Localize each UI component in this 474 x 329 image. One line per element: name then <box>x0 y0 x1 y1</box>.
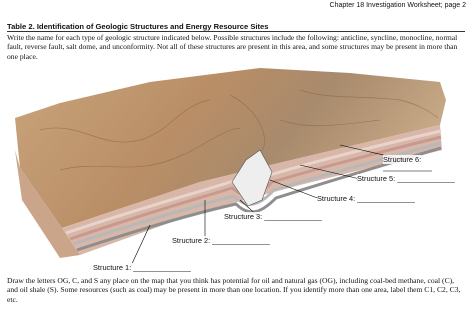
instructions: Write the name for each type of geologic… <box>7 33 458 61</box>
structure-label: Structure 4: ______________ <box>317 194 415 203</box>
structure-label: Structure 6: <box>383 155 422 164</box>
left-end <box>15 150 80 258</box>
footer-instructions: Draw the letters OG, C, and S any place … <box>7 276 461 304</box>
structure-label: Structure 2: ______________ <box>172 236 270 245</box>
rule <box>7 31 465 32</box>
top-surface <box>15 68 446 228</box>
structure-label: Structure 5: ______________ <box>357 174 455 183</box>
terrain-shading <box>39 89 439 171</box>
structure-label: Structure 1: ______________ <box>93 263 191 272</box>
page-header: Chapter 18 Investigation Worksheet; page… <box>329 2 466 9</box>
table-title: Table 2. Identification of Geologic Stru… <box>7 22 269 31</box>
salt-dome <box>231 149 273 207</box>
structure-label: Structure 3: ______________ <box>224 212 322 221</box>
